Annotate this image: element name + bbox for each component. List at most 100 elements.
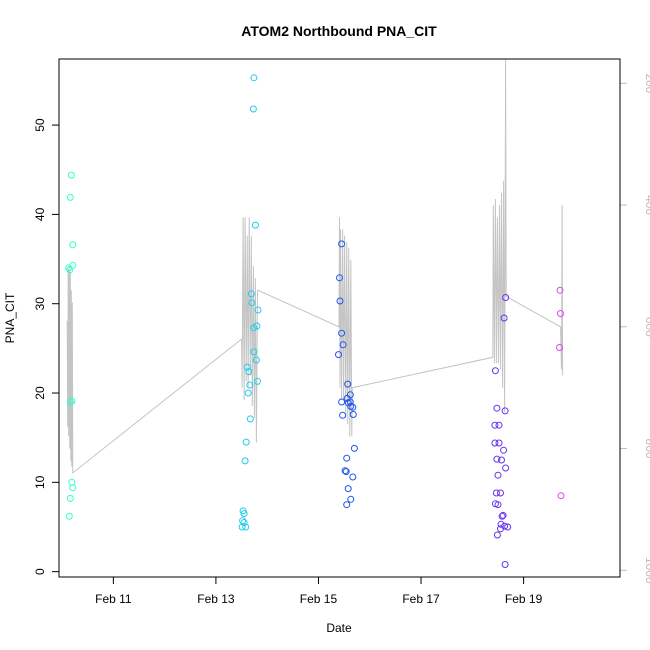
x-tick-label: Feb 11: [95, 592, 132, 606]
data-point: [335, 351, 342, 359]
data-point: [254, 306, 262, 314]
data-point: [339, 341, 347, 349]
data-point: [494, 471, 502, 479]
data-point: [239, 517, 247, 525]
data-point: [252, 356, 260, 364]
data-point: [497, 525, 504, 533]
secondary-tick-label: 1000: [643, 557, 650, 584]
data-point: [65, 264, 73, 272]
series-2: [238, 74, 262, 531]
data-point: [493, 531, 501, 539]
data-point: [67, 171, 75, 179]
data-points-layer: [65, 74, 565, 568]
data-point: [254, 377, 261, 385]
data-point: [336, 274, 343, 282]
data-point: [349, 473, 357, 481]
secondary-tick-label: 800: [643, 439, 650, 459]
x-tick-label: Feb 13: [197, 592, 235, 606]
pressure-trace-line: [66, 58, 564, 474]
data-point: [491, 439, 499, 447]
data-point: [347, 495, 355, 503]
secondary-tick-label: 400: [643, 195, 650, 215]
data-point: [249, 105, 257, 113]
secondary-tick-label: 200: [643, 73, 650, 93]
x-tick-label: Feb 15: [300, 592, 338, 606]
data-point: [502, 464, 510, 472]
data-point: [344, 380, 352, 388]
data-point: [242, 438, 250, 446]
data-point: [491, 367, 499, 375]
y-tick-label: 20: [33, 386, 47, 400]
data-point: [493, 455, 501, 463]
y-tick-label: 0: [33, 568, 47, 575]
data-point: [242, 523, 250, 531]
data-point: [251, 221, 259, 229]
data-point: [240, 519, 248, 526]
data-point: [349, 403, 357, 411]
data-point: [65, 512, 73, 520]
x-tick-label: Feb 19: [505, 592, 543, 606]
data-point: [69, 484, 77, 492]
data-point: [66, 266, 74, 274]
secondary-tick-label: 600: [643, 317, 650, 337]
data-point: [349, 411, 357, 418]
series-5: [556, 286, 565, 500]
data-point: [68, 397, 76, 405]
data-point: [500, 446, 508, 454]
pressure-trace-layer: [66, 58, 564, 474]
data-point: [250, 74, 258, 82]
series-1: [65, 171, 77, 520]
data-point: [341, 467, 349, 475]
x-axis-label: Date: [326, 621, 352, 635]
data-point: [247, 290, 255, 298]
chart-title: ATOM2 Northbound PNA_CIT: [241, 23, 437, 39]
data-point: [342, 468, 350, 476]
data-point: [494, 501, 502, 509]
y-tick-label: 50: [33, 118, 47, 132]
data-point: [245, 368, 253, 376]
data-point: [336, 297, 344, 305]
data-point: [246, 381, 254, 389]
data-point: [66, 398, 74, 406]
data-point: [343, 501, 351, 509]
data-point: [493, 404, 501, 412]
data-point: [492, 489, 500, 497]
x-tick-label: Feb 17: [402, 592, 440, 606]
data-point: [498, 512, 506, 520]
data-point: [497, 489, 504, 497]
data-point: [499, 511, 507, 519]
data-point: [338, 329, 346, 337]
data-point: [491, 421, 499, 429]
data-point: [350, 444, 358, 452]
data-point: [338, 398, 346, 406]
data-point: [248, 299, 256, 307]
data-point: [250, 348, 258, 356]
data-point: [502, 294, 510, 301]
data-point: [495, 439, 503, 447]
y-tick-label: 10: [33, 475, 47, 489]
data-point: [339, 411, 347, 419]
series-3: [335, 240, 358, 509]
data-point: [556, 286, 564, 294]
data-point: [250, 324, 258, 332]
data-point: [240, 510, 248, 518]
y-tick-label: 40: [33, 207, 47, 221]
y-axis-label: PNA_CIT: [3, 292, 17, 343]
data-point: [66, 193, 74, 201]
data-point: [241, 457, 249, 465]
data-point: [238, 523, 246, 531]
data-point: [243, 363, 251, 371]
data-point: [338, 240, 346, 248]
data-point: [244, 389, 252, 397]
data-point: [500, 314, 508, 322]
data-point: [556, 344, 563, 351]
data-point: [497, 520, 505, 528]
y-tick-label: 30: [33, 297, 47, 311]
series-4: [491, 294, 512, 568]
data-point: [498, 456, 505, 464]
data-point: [495, 421, 503, 429]
data-point: [344, 485, 352, 493]
data-point: [66, 494, 74, 502]
data-point: [246, 415, 254, 423]
data-point: [501, 407, 509, 415]
